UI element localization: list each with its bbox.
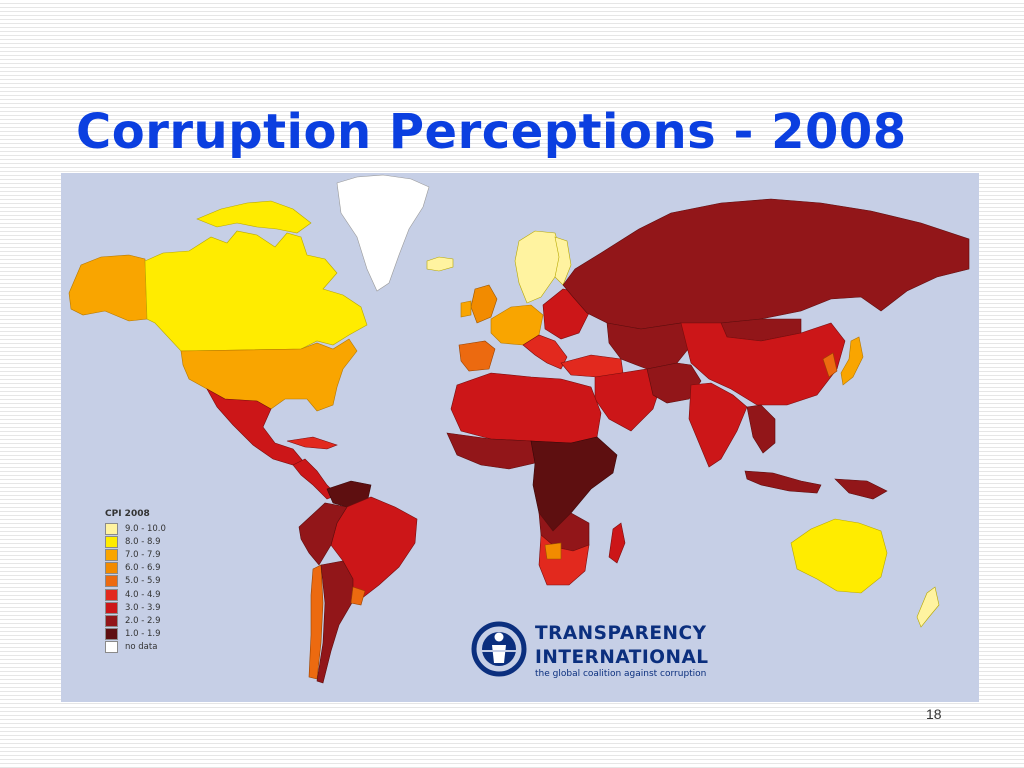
- region-iceland: [426, 256, 454, 272]
- region-australia: [790, 518, 888, 594]
- legend-swatch: [105, 601, 118, 614]
- legend-label: 3.0 - 3.9: [125, 602, 161, 613]
- region-korea: [822, 352, 838, 378]
- region-india: [688, 382, 748, 468]
- logo-wordmark: TRANSPARENCY INTERNATIONAL: [535, 622, 709, 670]
- region-uruguay: [350, 586, 366, 606]
- region-china: [680, 322, 846, 406]
- region-cuba: [286, 436, 338, 450]
- region-turkey: [560, 354, 624, 378]
- legend-swatch: [105, 614, 118, 627]
- legend-item: 2.0 - 2.9: [105, 614, 215, 627]
- legend-item: no data: [105, 641, 215, 654]
- region-ireland: [460, 300, 472, 318]
- logo-line-1: TRANSPARENCY: [535, 623, 707, 644]
- legend-label: no data: [125, 642, 158, 653]
- legend-swatch: [105, 562, 118, 575]
- region-new-zealand: [916, 586, 940, 628]
- legend-item: 6.0 - 6.9: [105, 562, 215, 575]
- region-norway-sweden: [514, 230, 562, 304]
- legend-item: 1.0 - 1.9: [105, 628, 215, 641]
- legend-item: 3.0 - 3.9: [105, 601, 215, 614]
- legend-label: 7.0 - 7.9: [125, 549, 161, 560]
- legend-items: 9.0 - 10.0 8.0 - 8.9 7.0 - 7.9 6.0 - 6.9…: [105, 522, 215, 654]
- region-iberia: [458, 340, 496, 372]
- region-madagascar: [608, 522, 626, 564]
- legend-swatch: [105, 535, 118, 548]
- region-new-guinea: [834, 478, 888, 500]
- legend-title: CPI 2008: [105, 509, 150, 519]
- legend-label: 8.0 - 8.9: [125, 536, 161, 547]
- legend-item: 7.0 - 7.9: [105, 548, 215, 561]
- world-map: CPI 2008 9.0 - 10.0 8.0 - 8.9 7.0 - 7.9 …: [61, 173, 979, 702]
- region-west-africa: [446, 432, 536, 470]
- region-andes: [298, 502, 348, 566]
- legend-label: 9.0 - 10.0: [125, 523, 166, 534]
- logo-tagline: the global coalition against corruption: [535, 669, 707, 679]
- region-north-africa: [450, 372, 602, 444]
- region-greenland: [336, 174, 430, 292]
- region-russia: [562, 198, 970, 330]
- legend-label: 6.0 - 6.9: [125, 563, 161, 574]
- region-botswana: [544, 542, 562, 560]
- transparency-international-logo: TRANSPARENCY INTERNATIONAL the global co…: [471, 619, 771, 685]
- globe-figure-icon: [471, 621, 527, 677]
- region-japan: [840, 336, 864, 386]
- map-legend: CPI 2008 9.0 - 10.0 8.0 - 8.9 7.0 - 7.9 …: [105, 509, 215, 654]
- legend-item: 5.0 - 5.9: [105, 575, 215, 588]
- legend-item: 8.0 - 8.9: [105, 535, 215, 548]
- legend-swatch: [105, 588, 118, 601]
- legend-swatch: [105, 522, 118, 535]
- region-indonesia: [744, 470, 822, 494]
- page-number: 18: [926, 706, 942, 722]
- legend-label: 5.0 - 5.9: [125, 576, 161, 587]
- legend-label: 1.0 - 1.9: [125, 629, 161, 640]
- legend-label: 4.0 - 4.9: [125, 589, 161, 600]
- region-central-east-africa: [530, 436, 618, 532]
- region-uk: [470, 284, 498, 324]
- logo-line-2: INTERNATIONAL: [535, 647, 709, 668]
- legend-label: 2.0 - 2.9: [125, 615, 161, 626]
- legend-swatch: [105, 641, 118, 654]
- region-middle-east: [594, 368, 662, 432]
- region-mexico: [206, 388, 304, 466]
- region-chile: [308, 564, 324, 680]
- world-map-graphic: [68, 174, 970, 684]
- region-argentina: [316, 560, 354, 684]
- region-alaska: [68, 254, 148, 322]
- legend-item: 4.0 - 4.9: [105, 588, 215, 601]
- legend-item: 9.0 - 10.0: [105, 522, 215, 535]
- region-southeast-asia: [746, 404, 776, 454]
- region-canada: [144, 230, 368, 352]
- slide-title: Corruption Perceptions - 2008: [76, 104, 907, 160]
- legend-swatch: [105, 575, 118, 588]
- region-arctic-islands: [196, 200, 312, 234]
- legend-swatch: [105, 628, 118, 641]
- legend-swatch: [105, 548, 118, 561]
